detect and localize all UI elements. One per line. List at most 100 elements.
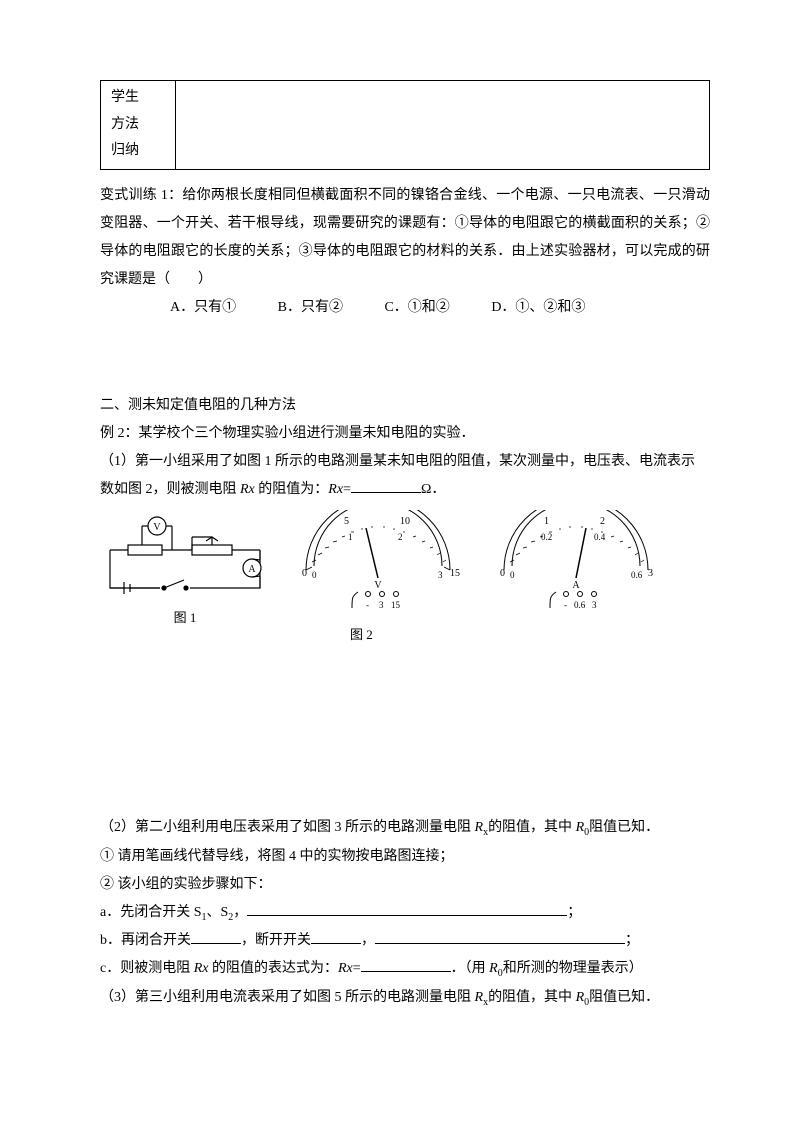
blank-c (361, 957, 451, 972)
p2a-tail: ； (567, 905, 581, 920)
blank-rx-value (351, 478, 421, 493)
figure1-col: V A 图 1 (100, 510, 270, 626)
ammeter-label: A (248, 564, 256, 575)
p3-rx: R (475, 990, 484, 1005)
a-top-3: 3 (648, 568, 653, 579)
part1-eq: = (343, 482, 351, 497)
v-sel-left: - (366, 600, 369, 610)
summary-left-line3: 归纳 (111, 138, 165, 165)
circuit-diagram: V A (100, 510, 270, 605)
part1-line1: （1）第一小组采用了如图 1 所示的电路测量某未知电阻的阻值，某次测量中，电压表… (100, 448, 710, 476)
p2a-mid: 、S (207, 905, 229, 920)
a-bot-0: 0 (510, 570, 515, 580)
v-bot-2: 2 (398, 532, 403, 542)
variation-lead: 变式训练 1：给你两根长度相同但横截面积不同的镍铬合金线、一个电源、一只电流表、… (100, 182, 710, 294)
ammeter-col: 0 1 2 3 0 0.2 0.4 0.6 - 0.6 3 A (486, 510, 666, 620)
part1-mid: 的阻值为： (255, 482, 329, 497)
voltmeter-col: 0 5 10 15 0 1 2 3 - 3 15 V (288, 510, 468, 620)
v-top-0: 0 (302, 568, 307, 579)
voltmeter-label: V (153, 522, 161, 533)
v-bot-0: 0 (312, 570, 317, 580)
summary-left-line2: 方法 (111, 112, 165, 139)
v-label: V (374, 580, 382, 591)
p2b-tail: ； (625, 933, 639, 948)
a-bot-3: 0.6 (631, 570, 643, 580)
figure-row: V A 图 1 (100, 510, 710, 626)
option-c: C．①和② (384, 300, 449, 315)
a-top-2: 2 (600, 516, 605, 527)
option-a: A．只有① (170, 300, 236, 315)
p2-b: 的阻值，其中 (488, 820, 576, 835)
p2c-eq: = (353, 961, 361, 976)
v-bot-1: 1 (348, 532, 353, 542)
v-top-5: 5 (344, 516, 349, 527)
p3-b: 的阻值，其中 (488, 990, 576, 1005)
fig2-caption-wrap: 图 2 (100, 624, 710, 644)
option-b: B．只有② (278, 300, 343, 315)
part2-step-b: b．再闭合开关 ，断开开关 ， ； (100, 927, 710, 955)
v-top-15: 15 (450, 568, 460, 579)
part2-step-a: a．先闭合开关 S1、S2，； (100, 899, 710, 928)
a-bot-2: 0.4 (594, 532, 606, 542)
fig1-caption: 图 1 (174, 607, 197, 626)
p2c-rx: Rx (194, 961, 209, 976)
spacer (100, 322, 710, 392)
part1-rx2: Rx (328, 482, 343, 497)
p2c-r0: R (489, 961, 498, 976)
section2-heading: 二、测未知定值电阻的几种方法 (100, 392, 710, 420)
v-bot-3: 3 (438, 570, 443, 580)
spacer2 (100, 644, 710, 814)
p2c-tail: 和所测的物理量表示） (503, 961, 643, 976)
p2b-pre: b．再闭合开关 (100, 933, 191, 948)
option-d: D．①、②和③ (491, 300, 585, 315)
part2-step-c: c．则被测电阻 Rx 的阻值的表达式为：Rx=．（用 R0和所测的物理量表示） (100, 955, 710, 984)
part2-step1: ① 请用笔画线代替导线，将图 4 中的实物按电路图连接； (100, 843, 710, 871)
a-label: A (572, 580, 580, 591)
part1-unit: Ω． (421, 482, 445, 497)
ammeter-dial: 0 1 2 3 0 0.2 0.4 0.6 - 0.6 3 A (486, 510, 666, 620)
example2-lead: 例 2：某学校个三个物理实验小组进行测量未知电阻的实验． (100, 420, 710, 448)
variation-options: A．只有① B．只有② C．①和② D．①、②和③ (100, 294, 710, 322)
p2c-mid: 的阻值的表达式为： (208, 961, 338, 976)
part1-pre: 数如图 2，则被测电阻 (100, 482, 240, 497)
part1-line2: 数如图 2，则被测电阻 Rx 的阻值为：Rx=Ω． (100, 476, 710, 504)
part2-step2: ② 该小组的实验步骤如下： (100, 871, 710, 899)
p2c-rx2: Rx (338, 961, 353, 976)
part3-lead: （3）第三小组利用电流表采用了如图 5 所示的电路测量电阻 Rx的阻值，其中 R… (100, 984, 710, 1013)
p2-rx: R (475, 820, 484, 835)
p2-a: （2）第二小组利用电压表采用了如图 3 所示的电路测量电阻 (100, 820, 475, 835)
blank-step-a (247, 901, 567, 916)
p2b-m2: ， (361, 933, 375, 948)
p3-c: 阻值已知． (589, 990, 659, 1005)
blank-b2 (311, 929, 361, 944)
p2-c: 阻值已知． (589, 820, 659, 835)
p2-r0: R (576, 820, 585, 835)
summary-table: 学生 方法 归纳 (100, 80, 710, 170)
summary-left-line1: 学生 (111, 85, 165, 112)
blank-b1 (191, 929, 241, 944)
fig2-caption: 图 2 (350, 627, 373, 642)
a-top-1: 1 (544, 516, 549, 527)
a-sel-left: - (564, 600, 567, 610)
p2c-pre: c．则被测电阻 (100, 961, 194, 976)
p3-r0: R (576, 990, 585, 1005)
a-top-0: 0 (500, 568, 505, 579)
p2a-comma: ， (233, 905, 247, 920)
part1-rx: Rx (240, 482, 255, 497)
part2-lead: （2）第二小组利用电压表采用了如图 3 所示的电路测量电阻 Rx的阻值，其中 R… (100, 814, 710, 843)
a-sel-mid: 0.6 (574, 600, 586, 610)
voltmeter-dial: 0 5 10 15 0 1 2 3 - 3 15 V (288, 510, 468, 620)
a-sel-right: 3 (592, 600, 597, 610)
p3-a: （3）第三小组利用电流表采用了如图 5 所示的电路测量电阻 (100, 990, 475, 1005)
summary-left-cell: 学生 方法 归纳 (101, 81, 176, 170)
v-top-10: 10 (400, 516, 410, 527)
v-sel-right: 15 (391, 600, 401, 610)
p2b-m1: ，断开开关 (241, 933, 311, 948)
p2c-post: ．（用 (451, 961, 490, 976)
page: 学生 方法 归纳 变式训练 1：给你两根长度相同但横截面积不同的镍铬合金线、一个… (0, 0, 800, 1053)
blank-b3 (375, 929, 625, 944)
a-bot-1: 0.2 (541, 532, 552, 542)
p2a-pre: a．先闭合开关 S (100, 905, 202, 920)
summary-right-cell (176, 81, 710, 170)
v-sel-mid: 3 (379, 600, 384, 610)
